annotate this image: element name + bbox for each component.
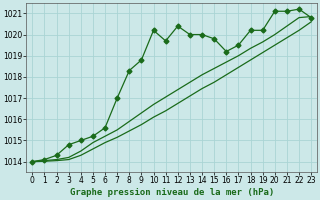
- X-axis label: Graphe pression niveau de la mer (hPa): Graphe pression niveau de la mer (hPa): [69, 188, 274, 197]
